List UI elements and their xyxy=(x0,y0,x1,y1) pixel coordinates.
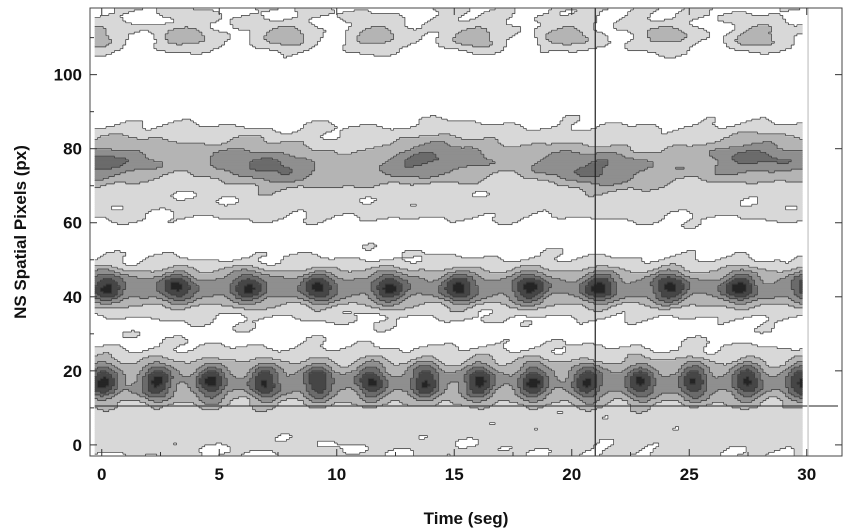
x-tick-label: 15 xyxy=(445,465,464,484)
x-tick-label: 0 xyxy=(97,465,106,484)
contour-field xyxy=(94,8,803,456)
reference-lines xyxy=(94,8,838,456)
axis-ticks xyxy=(90,8,842,456)
x-tick-label: 5 xyxy=(215,465,224,484)
contour-lines xyxy=(94,8,803,456)
y-tick-label: 40 xyxy=(63,288,82,307)
y-tick-label: 80 xyxy=(63,140,82,159)
y-tick-label: 0 xyxy=(73,436,82,455)
plot-frame xyxy=(89,7,843,457)
y-tick-label: 20 xyxy=(63,362,82,381)
y-tick-label: 100 xyxy=(54,66,82,85)
x-tick-label: 25 xyxy=(680,465,699,484)
x-tick-label: 20 xyxy=(562,465,581,484)
x-axis-tick-labels: 0 5 10 15 20 25 30 xyxy=(97,465,816,484)
y-axis-label: NS Spatial Pixels (px) xyxy=(11,145,30,319)
y-axis-tick-labels: 0 20 40 60 80 100 xyxy=(54,66,82,455)
x-axis-label: Time (seg) xyxy=(424,509,509,528)
x-tick-label: 30 xyxy=(797,465,816,484)
x-tick-label: 10 xyxy=(327,465,346,484)
y-tick-label: 60 xyxy=(63,214,82,233)
